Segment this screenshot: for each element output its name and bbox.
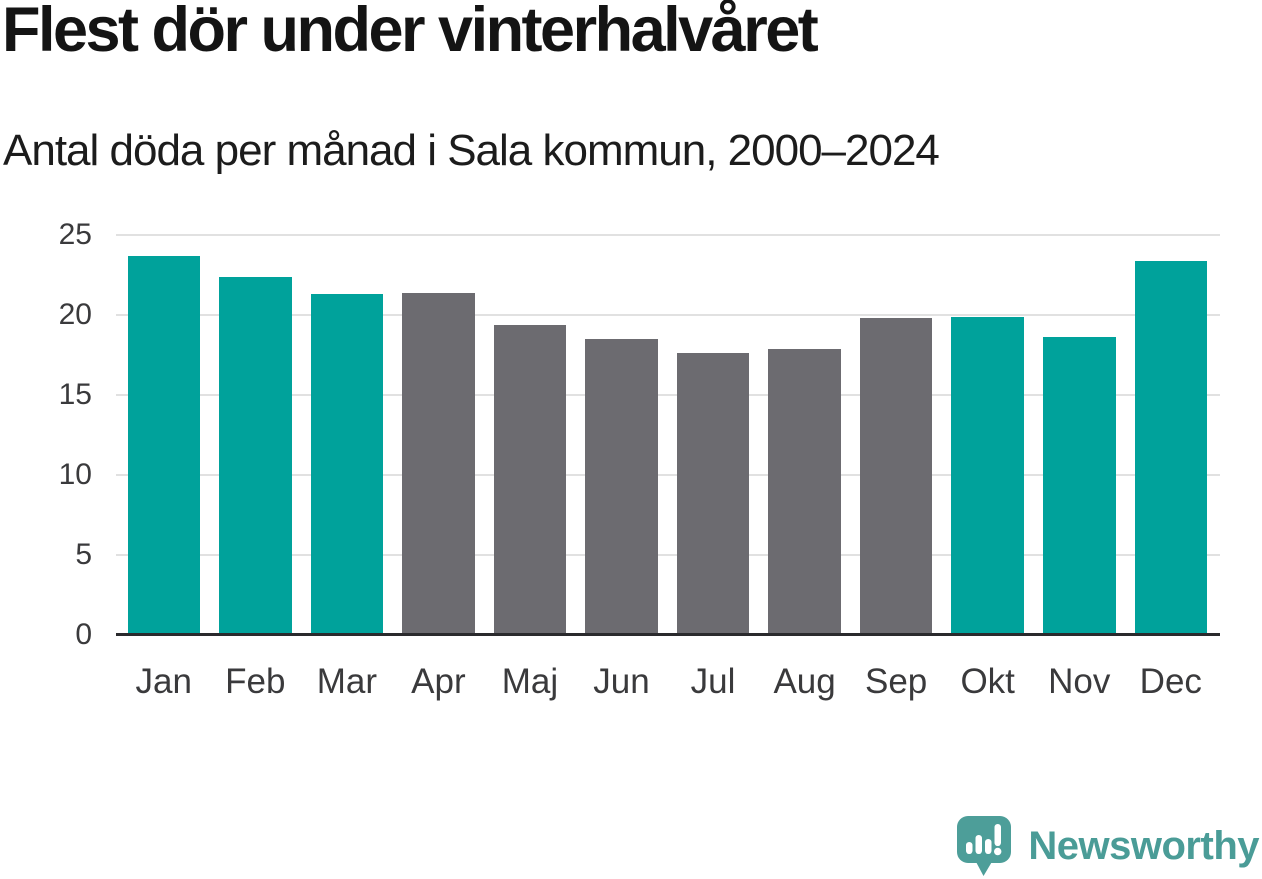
gridline-y-10 [116,474,1220,476]
bar-jun [585,339,658,635]
bar-apr [402,292,475,635]
x-tick-label-maj: Maj [501,662,559,701]
x-tick-label-jul: Jul [690,662,736,701]
x-tick-label-okt: Okt [960,662,1015,701]
bar-aug [768,348,841,635]
bar-maj [493,324,567,635]
gridline-y-25 [116,234,1220,236]
y-tick-label-0: 0 [75,618,92,651]
x-tick-label-jun: Jun [593,662,650,701]
bar-jan [127,255,200,635]
brand-footer: Newsworthy [957,816,1259,876]
chart-subtitle: Antal döda per månad i Sala kommun, 2000… [3,126,940,175]
x-tick-label-feb: Feb [225,662,286,701]
y-tick-label-5: 5 [75,538,92,571]
bar-mar [310,294,384,635]
bar-dec [1134,260,1208,635]
x-tick-label-jan: Jan [135,662,192,701]
x-tick-label-mar: Mar [316,662,377,701]
gridline-y-5 [116,554,1220,556]
gridline-y-20 [116,314,1220,316]
chart-title: Flest dör under vinterhalvåret [2,0,819,65]
gridline-y-15 [116,394,1220,396]
brand-name: Newsworthy [1028,823,1259,868]
x-tick-label-apr: Apr [411,662,466,701]
bar-nov [1043,337,1116,635]
bar-okt [951,316,1024,635]
x-tick-label-sep: Sep [865,662,928,701]
bar-feb [219,276,292,635]
bar-jul [676,353,750,635]
y-tick-label-10: 10 [58,458,92,491]
x-axis-baseline [116,633,1220,636]
y-tick-label-20: 20 [58,298,92,331]
x-tick-label-dec: Dec [1139,662,1202,701]
newsworthy-logo-icon [957,816,1012,876]
x-tick-label-nov: Nov [1048,662,1111,701]
y-tick-label-15: 15 [58,378,92,411]
bar-sep [859,318,933,635]
y-tick-label-25: 25 [58,218,92,251]
x-tick-label-aug: Aug [773,662,836,701]
plot-area [116,234,1220,636]
